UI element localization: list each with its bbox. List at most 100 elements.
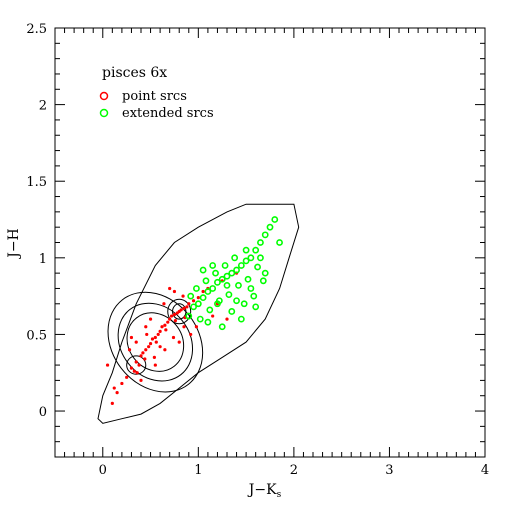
extended-src-mark (259, 277, 267, 285)
y-tick-label: 2 (39, 99, 47, 114)
extended-src-mark (257, 239, 264, 246)
point-src-mark (110, 401, 114, 405)
point-src-mark (168, 286, 172, 291)
extended-src-mark (247, 285, 255, 292)
extended-src-mark (237, 315, 245, 323)
extended-src-mark (194, 300, 202, 308)
point-src-mark (163, 348, 167, 352)
inner-contour (107, 291, 204, 393)
extended-src-mark (199, 266, 207, 274)
point-src-mark (166, 320, 170, 324)
point-src-mark (163, 323, 167, 327)
extended-src-mark (266, 223, 274, 231)
legend: pisces 6x point srcs extended srcs (99, 65, 214, 121)
point-src-mark (127, 348, 132, 352)
extended-src-mark (228, 269, 236, 277)
y-tick-label: 2.5 (26, 22, 47, 37)
inner-contour (126, 312, 185, 372)
extended-src-mark (271, 216, 279, 223)
extended-src-mark (221, 262, 229, 269)
point-src-mark (182, 306, 186, 310)
point-src-mark (112, 386, 116, 390)
point-src-mark (150, 337, 155, 341)
core-contour (126, 355, 147, 375)
extended-src-mark (244, 275, 252, 283)
point-src-mark (182, 325, 186, 329)
extended-src-mark (233, 266, 240, 274)
point-src-mark (115, 391, 119, 395)
point-src-mark (129, 335, 134, 340)
point-src-mark (134, 340, 138, 344)
point-src-mark (135, 371, 139, 375)
point-src-mark (172, 289, 177, 294)
extended-src-mark (235, 281, 242, 289)
point-src-mark (225, 317, 229, 321)
point-src-mark (141, 351, 145, 355)
point-src-mark (181, 294, 185, 298)
point-src-mark (175, 311, 179, 315)
extended-src-mark (209, 285, 217, 292)
extended-src-mark (223, 272, 231, 280)
extended-src-mark (185, 312, 193, 320)
extended-src-mark (242, 246, 250, 254)
point-src-mark (139, 354, 143, 358)
extended-src-mark (261, 231, 269, 239)
core-contour (167, 298, 192, 325)
point-src-mark (173, 319, 177, 323)
point-src-mark (132, 369, 136, 373)
y-tick-label: 0.5 (26, 328, 47, 343)
extended-src-mark (204, 288, 212, 295)
point-src-mark (156, 332, 160, 337)
point-src-mark (105, 363, 110, 367)
x-tick-label: 1 (194, 463, 202, 478)
core-contour (172, 303, 187, 320)
point-src-mark (120, 381, 124, 386)
y-tick-label: 1 (39, 252, 47, 267)
density-contours (97, 203, 300, 424)
point-src-mark (154, 340, 158, 344)
point-src-mark (148, 342, 153, 346)
point-src-mark (143, 357, 147, 361)
x-axis-label: J−Ks (247, 482, 282, 500)
extended-src-mark (218, 275, 226, 283)
extended-src-mark (233, 297, 240, 305)
point-src-mark (172, 312, 177, 317)
legend-title: pisces 6x (102, 65, 167, 81)
point-src-mark (134, 360, 138, 364)
inner-contour (117, 302, 194, 382)
plot-frame (54, 27, 486, 458)
extended-src-mark (247, 254, 255, 262)
point-src-mark (177, 340, 181, 344)
point-src-mark (164, 328, 168, 332)
extended-src-mark (231, 254, 239, 262)
point-src-mark (185, 305, 189, 309)
x-tick-label: 4 (481, 463, 489, 478)
extended-src-mark (218, 323, 226, 331)
extended-src-mark (252, 246, 260, 254)
point-src-mark (125, 375, 129, 379)
point-src-mark (211, 314, 215, 318)
extended-src-mark (209, 262, 217, 269)
point-src-mark (158, 329, 162, 333)
point-src-mark (196, 296, 200, 300)
point-src-mark (189, 332, 193, 337)
extended-src-mark (261, 269, 269, 277)
extended-src-mark (223, 281, 231, 289)
y-tick-label: 1.5 (26, 175, 47, 190)
outer-contour (97, 203, 300, 424)
extended-src-mark (257, 254, 264, 262)
point-srcs-series (105, 271, 239, 405)
extended-src-mark (242, 257, 250, 265)
extended-src-mark (202, 277, 210, 285)
legend-marker-extended-srcs (99, 108, 109, 118)
point-src-mark (144, 348, 148, 352)
point-src-mark (160, 325, 164, 329)
point-src-mark (137, 363, 141, 367)
extended-src-mark (199, 294, 207, 302)
x-tick-label: 0 (99, 463, 107, 478)
point-src-mark (144, 325, 148, 329)
y-axis-ticks: 0 0.5 1 1.5 2 2.5 (26, 22, 485, 458)
point-src-mark (162, 302, 166, 306)
legend-marker-point-srcs (99, 91, 109, 101)
